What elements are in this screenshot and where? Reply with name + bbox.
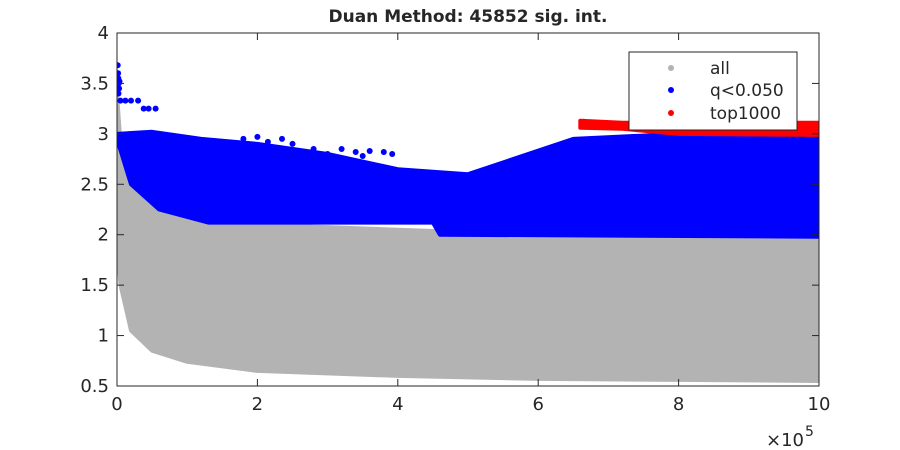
- data-point: [145, 105, 152, 112]
- data-point: [580, 118, 587, 125]
- data-point: [122, 97, 129, 104]
- y-tick-label: 1: [98, 326, 109, 347]
- x-tick-label: 8: [673, 394, 684, 415]
- y-tick-label: 1.5: [80, 275, 109, 296]
- data-point: [117, 85, 123, 92]
- x-exponent-label: ×10: [766, 430, 804, 450]
- data-point: [289, 140, 296, 147]
- series-layer: [117, 62, 819, 383]
- chart-title: Duan Method: 45852 sig. int.: [328, 7, 607, 27]
- data-point: [264, 138, 271, 145]
- x-tick-label: 10: [808, 394, 831, 415]
- y-tick-label: 2.5: [80, 174, 109, 195]
- data-point: [117, 70, 122, 77]
- data-point: [338, 146, 345, 152]
- data-point: [135, 97, 142, 104]
- x-exponent-base: ×10: [766, 430, 804, 450]
- data-point: [117, 78, 123, 85]
- x-tick-label: 6: [532, 394, 543, 415]
- data-point: [117, 97, 124, 104]
- data-point: [366, 148, 373, 154]
- data-point: [380, 149, 387, 155]
- legend: all q<0.050 top1000: [628, 51, 798, 131]
- y-tick-label: 2: [98, 225, 109, 246]
- data-point: [608, 120, 615, 127]
- x-exponent-power: 5: [805, 424, 814, 440]
- data-point: [279, 135, 285, 142]
- legend-marker-q: [668, 87, 674, 93]
- data-point: [212, 138, 219, 145]
- ticks-layer: 0 2 4 6 8 10 0.5 1 1.5 2 2.5 3 3.5 4: [80, 23, 830, 415]
- data-point: [587, 120, 594, 127]
- legend-marker-all: [668, 65, 674, 71]
- legend-label-top1000: top1000: [710, 104, 781, 124]
- axes-box: [116, 32, 820, 387]
- data-point: [117, 90, 122, 97]
- x-tick-label: 4: [392, 394, 403, 415]
- data-point: [352, 149, 359, 155]
- data-point: [128, 97, 134, 104]
- y-tick-label: 0.5: [80, 376, 109, 397]
- data-point: [117, 62, 121, 69]
- data-point: [359, 153, 366, 159]
- x-tick-label: 0: [111, 394, 122, 415]
- data-point: [598, 122, 605, 129]
- y-tick-label: 3: [98, 124, 109, 145]
- data-point: [310, 146, 317, 152]
- legend-box: [628, 51, 798, 131]
- y-tick-label: 3.5: [80, 73, 109, 94]
- data-point: [152, 105, 159, 112]
- legend-label-all: all: [710, 59, 730, 79]
- legend-label-q: q<0.050: [710, 81, 784, 101]
- y-tick-label: 4: [98, 23, 109, 44]
- data-point: [324, 151, 331, 157]
- data-point: [198, 140, 205, 147]
- data-point: [254, 133, 261, 140]
- data-point: [140, 105, 147, 112]
- data-point: [240, 135, 247, 142]
- data-point: [226, 143, 233, 149]
- data-point: [389, 151, 396, 157]
- data-point: [619, 122, 626, 129]
- legend-marker-top1000: [668, 110, 674, 116]
- x-tick-label: 2: [252, 394, 263, 415]
